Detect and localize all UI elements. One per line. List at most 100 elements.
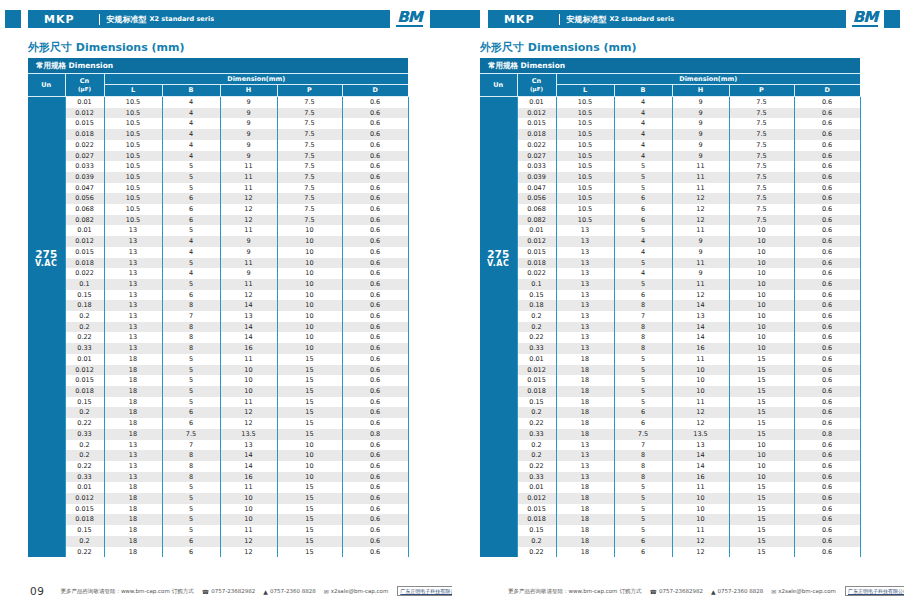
cell: 0.012 — [65, 493, 104, 504]
cell: 6 — [614, 193, 672, 204]
cell: 4 — [614, 247, 672, 258]
cell: 0.2 — [65, 450, 104, 461]
cell: 12 — [220, 290, 277, 301]
table-row: 0.2218612150.6 — [28, 418, 408, 429]
cell: 0.33 — [65, 472, 104, 483]
cell: 7 — [162, 311, 220, 322]
table-row: 0.01818510150.6 — [480, 386, 860, 397]
cell: 14 — [220, 332, 277, 343]
column-header-B: B — [614, 85, 672, 97]
cell: 0.6 — [794, 268, 860, 279]
table-row: 0.213814100.6 — [480, 450, 860, 461]
cell: 14 — [672, 450, 729, 461]
cell: 15 — [277, 525, 342, 536]
cell: 0.6 — [342, 450, 408, 461]
table-row: 0.01510.5497.50.6 — [480, 118, 860, 129]
table-row: 0.01518510150.6 — [28, 375, 408, 386]
cell: 0.6 — [794, 322, 860, 333]
cell: 7 — [162, 440, 220, 451]
cell: 13 — [672, 440, 729, 451]
cell: 13 — [556, 236, 614, 247]
cell: 6 — [162, 418, 220, 429]
cell: 10.5 — [104, 129, 162, 140]
cell: 13 — [104, 258, 162, 269]
cell: 11 — [672, 183, 729, 194]
table-row: 0.3313816100.6 — [480, 472, 860, 483]
footer-phone: 0757-23682982 — [211, 588, 255, 594]
cell: 13 — [104, 322, 162, 333]
cell: 7.5 — [277, 129, 342, 140]
table-row: 0.2213814100.6 — [480, 332, 860, 343]
table-row: 0.01510.5497.50.6 — [28, 118, 408, 129]
cell: 9 — [672, 129, 729, 140]
series-name-en: X2 standard seris — [610, 15, 675, 23]
table-row: 0.05610.56127.50.6 — [480, 193, 860, 204]
bm-logo: BM — [848, 9, 882, 28]
cell: 13 — [220, 440, 277, 451]
cell: 0.6 — [794, 193, 860, 204]
cell: 7.5 — [277, 183, 342, 194]
cell: 18 — [104, 429, 162, 440]
cell: 0.033 — [65, 161, 104, 172]
cell: 0.6 — [794, 525, 860, 536]
cell: 0.2 — [517, 450, 556, 461]
table-row: 0.06810.56127.50.6 — [28, 204, 408, 215]
table-row: 0.03310.55117.50.6 — [480, 161, 860, 172]
cell: 5 — [162, 225, 220, 236]
table-row: 0.06810.56127.50.6 — [480, 204, 860, 215]
bm-logo-text: BM — [396, 10, 422, 27]
table-band-row: 常用规格 Dimension — [480, 58, 860, 74]
cell: 0.6 — [794, 247, 860, 258]
cell: 8 — [614, 450, 672, 461]
cn-unit: (μF) — [66, 86, 104, 92]
cell: 10.5 — [104, 140, 162, 151]
cell: 0.012 — [65, 236, 104, 247]
column-group-dimension: Dimension(mm) — [556, 74, 860, 85]
cell: 10.5 — [556, 215, 614, 226]
cell: 0.027 — [65, 151, 104, 162]
cell: 10 — [729, 290, 794, 301]
cell: 9 — [672, 236, 729, 247]
table-row: 0.218612150.6 — [28, 536, 408, 547]
cell: 11 — [672, 161, 729, 172]
section-title: 外形尺寸 Dimensions (mm) — [480, 40, 637, 55]
cell: 0.6 — [342, 193, 408, 204]
cell: 18 — [104, 547, 162, 558]
gutter-block — [430, 10, 452, 28]
cell: 10 — [729, 258, 794, 269]
table-row: 0.3313816100.6 — [28, 343, 408, 354]
cell: 18 — [556, 418, 614, 429]
column-header-cn: Cn (μF) — [65, 74, 104, 97]
cell: 0.15 — [517, 290, 556, 301]
cell: 13 — [556, 247, 614, 258]
table-row: 0.01518510150.6 — [28, 504, 408, 515]
column-header-un: Un — [28, 74, 65, 97]
cell: 14 — [220, 322, 277, 333]
dimensions-table: 常用规格 Dimension Un Cn (μF) Dimension(mm) … — [28, 58, 409, 557]
cell: 0.6 — [342, 332, 408, 343]
cell: 10 — [277, 343, 342, 354]
cell: 11 — [672, 225, 729, 236]
cell: 11 — [220, 354, 277, 365]
header-tab-block — [884, 10, 900, 28]
cell: 0.22 — [65, 418, 104, 429]
cell: 9 — [220, 236, 277, 247]
header-tab-block — [5, 10, 21, 28]
table-row: 0.1813814100.6 — [480, 300, 860, 311]
cell: 18 — [556, 365, 614, 376]
cell: 13 — [104, 311, 162, 322]
cell: 7.5 — [277, 172, 342, 183]
cell: 0.6 — [794, 140, 860, 151]
cell: 9 — [672, 97, 729, 108]
un-voltage-cell: 275V.AC — [480, 97, 517, 558]
table-row: 0.1813814100.6 — [28, 300, 408, 311]
cell: 8 — [162, 322, 220, 333]
table-row: 0.01813511100.6 — [480, 258, 860, 269]
cell: 0.6 — [342, 514, 408, 525]
cell: 10 — [277, 461, 342, 472]
table-row: 0.0118511150.6 — [28, 354, 408, 365]
cell: 0.018 — [65, 386, 104, 397]
cell: 10 — [729, 461, 794, 472]
cell: 9 — [220, 247, 277, 258]
column-header-H: H — [672, 85, 729, 97]
